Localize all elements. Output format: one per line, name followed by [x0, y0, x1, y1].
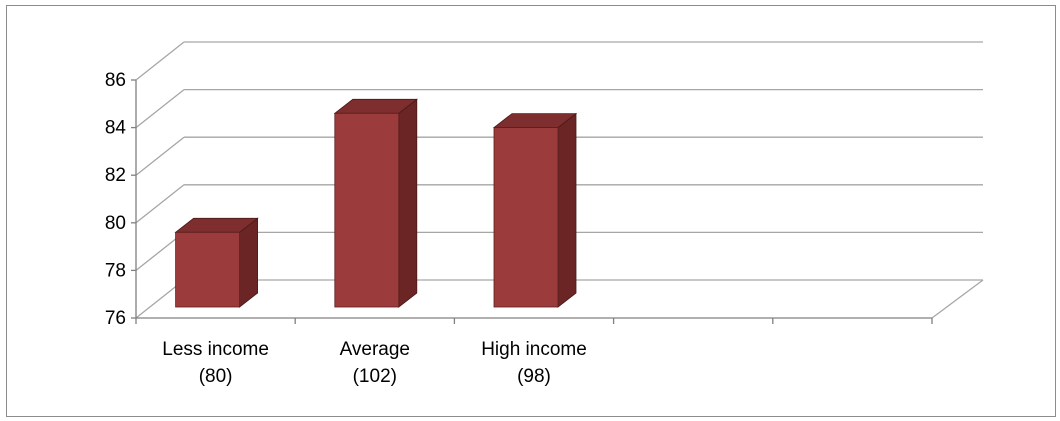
y-tick-label: 84 [105, 118, 127, 139]
chart-frame: 76 78 80 82 84 86 Less income (80) Average (102) H… [6, 5, 1056, 417]
bar-side [557, 112, 577, 308]
gridline-side [135, 184, 185, 224]
grid-layer [135, 41, 984, 319]
bar-side [398, 98, 418, 308]
bar [333, 98, 418, 308]
axis-layer [131, 79, 933, 324]
y-tick-label: 80 [105, 213, 126, 234]
bar [174, 217, 259, 308]
x-tick-label: (80) [199, 366, 233, 387]
y-tick-label: 76 [105, 308, 126, 329]
floor-edge [931, 279, 984, 319]
bar-front [334, 112, 400, 308]
x-tick-label: Less income [162, 339, 269, 360]
bar-front [175, 231, 241, 308]
bar-side [239, 217, 259, 308]
x-tick-label: (102) [353, 366, 397, 387]
gridline-side [135, 89, 185, 129]
y-tick-label: 82 [105, 165, 126, 186]
gridline-side [135, 136, 185, 176]
x-tick-label: (98) [517, 366, 551, 387]
bar-layer [174, 98, 578, 308]
y-tick-label: 78 [105, 260, 126, 281]
x-tick-label: High income [481, 339, 587, 360]
gridline-side [135, 41, 185, 81]
bar-front [493, 127, 559, 308]
label-layer: 76 78 80 82 84 86 Less income (80) Average (102) H… [105, 70, 587, 387]
y-tick-label: 86 [105, 70, 126, 91]
bar-chart: 76 78 80 82 84 86 Less income (80) Average (102) H… [105, 41, 984, 387]
bar [492, 112, 578, 308]
x-tick-label: Average [340, 339, 410, 360]
